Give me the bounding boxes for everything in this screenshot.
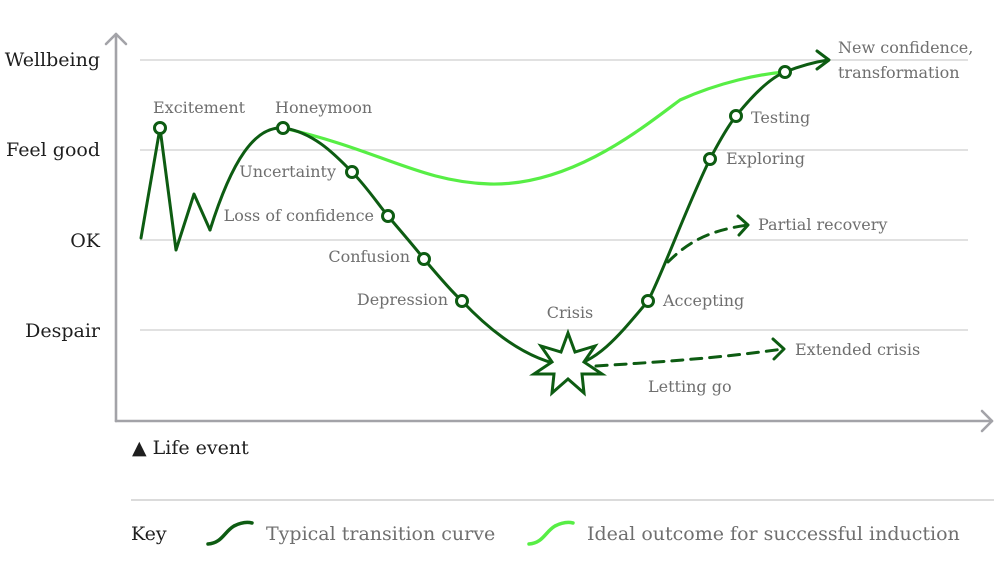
label-testing: Testing bbox=[751, 108, 810, 127]
label-letting-go: Letting go bbox=[648, 377, 732, 396]
marker-accepting bbox=[641, 294, 655, 308]
label-depression: Depression bbox=[357, 290, 448, 309]
label-crisis: Crisis bbox=[547, 303, 594, 322]
label-exploring: Exploring bbox=[726, 149, 805, 168]
partial-recovery-branch bbox=[666, 223, 750, 264]
typical-transition-curve bbox=[139, 49, 831, 368]
label-excitement: Excitement bbox=[153, 98, 246, 117]
gridlines bbox=[140, 59, 968, 331]
marker-depression bbox=[455, 294, 469, 308]
key-typical-swatch bbox=[206, 520, 254, 546]
key-ideal-swatch bbox=[527, 520, 575, 546]
marker-testing bbox=[729, 109, 743, 123]
extended-crisis-branch bbox=[594, 347, 785, 368]
stage-markers bbox=[153, 65, 792, 308]
label-loss-of-confidence: Loss of confidence bbox=[224, 206, 374, 225]
marker-honeymoon bbox=[276, 121, 290, 135]
key-typical-label: Typical transition curve bbox=[266, 523, 495, 545]
y-label-wellbeing: Wellbeing bbox=[5, 49, 100, 71]
label-new-confidence-line1: New confidence, bbox=[838, 38, 973, 57]
key-legend: Key Typical transition curve Ideal outco… bbox=[131, 520, 960, 546]
marker-confusion bbox=[417, 252, 431, 266]
partial-recovery-arrowhead bbox=[736, 214, 750, 237]
marker-exploring bbox=[703, 152, 717, 166]
crisis-burst-icon bbox=[529, 328, 607, 397]
ideal-outcome-curve bbox=[281, 70, 787, 186]
label-honeymoon: Honeymoon bbox=[275, 98, 372, 117]
life-event-label: ▲ Life event bbox=[132, 437, 249, 459]
extended-crisis-arrowhead bbox=[771, 337, 786, 361]
marker-excitement bbox=[153, 121, 167, 135]
y-axis-arrowhead bbox=[104, 32, 128, 46]
label-uncertainty: Uncertainty bbox=[239, 162, 336, 181]
label-accepting: Accepting bbox=[662, 291, 744, 310]
key-title: Key bbox=[131, 523, 167, 545]
marker-uncertainty bbox=[345, 165, 359, 179]
label-partial-recovery: Partial recovery bbox=[758, 215, 887, 234]
label-new-confidence-line2: transformation bbox=[838, 63, 960, 82]
crisis-to-new-confidence-segment bbox=[566, 58, 830, 368]
new-confidence-arrowhead bbox=[815, 49, 831, 71]
excitement-zigzag bbox=[139, 126, 212, 252]
marker-new-confidence bbox=[778, 65, 792, 79]
x-axis-arrowhead bbox=[980, 409, 994, 433]
y-label-despair: Despair bbox=[25, 320, 101, 342]
axes bbox=[104, 32, 994, 433]
y-label-feel-good: Feel good bbox=[6, 139, 100, 161]
label-extended-crisis: Extended crisis bbox=[795, 340, 920, 359]
key-ideal-label: Ideal outcome for successful induction bbox=[587, 523, 960, 545]
marker-loss-of-confidence bbox=[381, 209, 395, 223]
y-label-ok: OK bbox=[70, 230, 101, 252]
label-confusion: Confusion bbox=[328, 247, 410, 266]
